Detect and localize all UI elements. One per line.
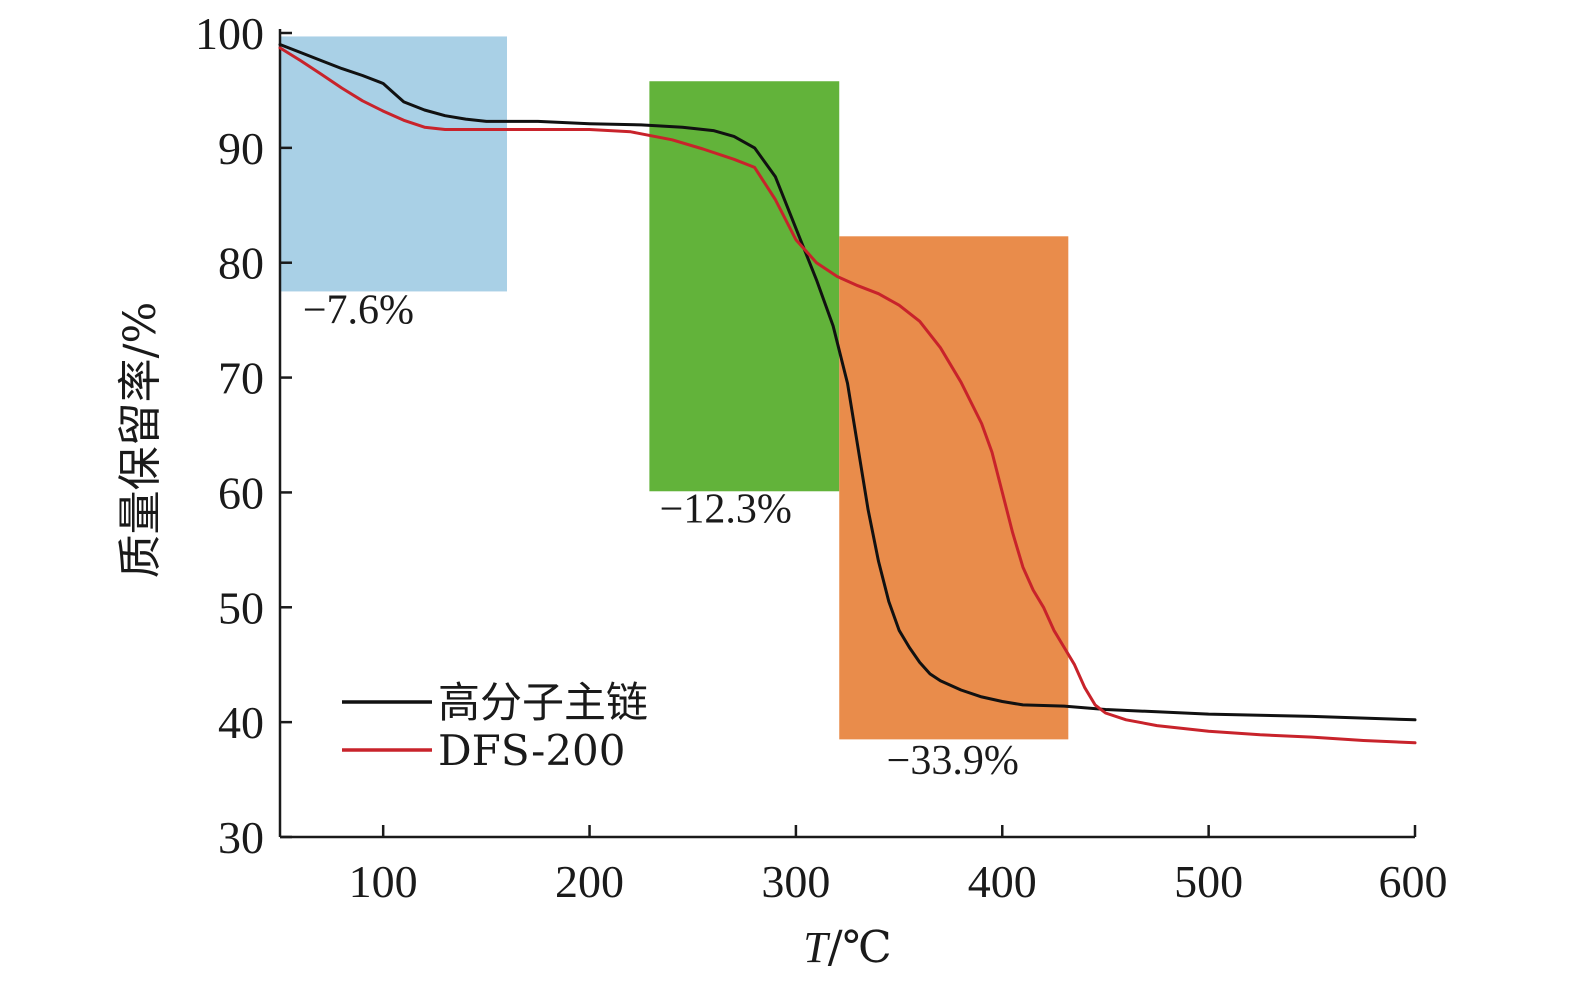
x-tick-label-100: 100 [349,856,418,907]
x-tick-label-500: 500 [1174,856,1243,907]
region-label-1: −7.6% [303,288,414,334]
region-2 [649,81,840,492]
x-tick-label-600: 600 [1379,856,1448,907]
x-tick-label-300: 300 [761,856,830,907]
x-axis-title-symbol: T [803,923,831,972]
x-tick-label-200: 200 [555,856,624,907]
series-layer [278,43,1417,745]
y-tick-label-50: 50 [218,582,264,633]
x-axis-title: T/℃ [803,922,892,973]
y-tick-label-80: 80 [218,238,264,289]
region-3 [839,236,1069,740]
series-line-1 [278,43,1417,722]
series-line-2 [278,46,1417,745]
x-tick-label-400: 400 [968,856,1037,907]
legend-label-2: DFS-200 [438,726,625,775]
y-tick-label-60: 60 [218,467,264,518]
y-tick-label-70: 70 [218,353,264,404]
annotations-layer: −7.6% −12.3% −33.9% [303,288,1019,784]
y-tick-label-90: 90 [218,123,264,174]
region-1 [280,36,507,292]
regions-layer [280,36,1069,740]
axes-layer: 30 40 50 60 70 80 90 100 100 200 300 400 500 600 [195,8,1448,907]
region-label-3: −33.9% [887,738,1019,784]
y-tick-label-100: 100 [195,8,264,59]
x-axis-title-unit: /℃ [828,922,892,973]
y-axis-title: 质量保留率/% [115,302,166,579]
legend-label-1: 高分子主链 [438,678,648,727]
region-label-2: −12.3% [660,486,792,532]
y-tick-label-30: 30 [218,812,264,863]
y-tick-label-40: 40 [218,697,264,748]
